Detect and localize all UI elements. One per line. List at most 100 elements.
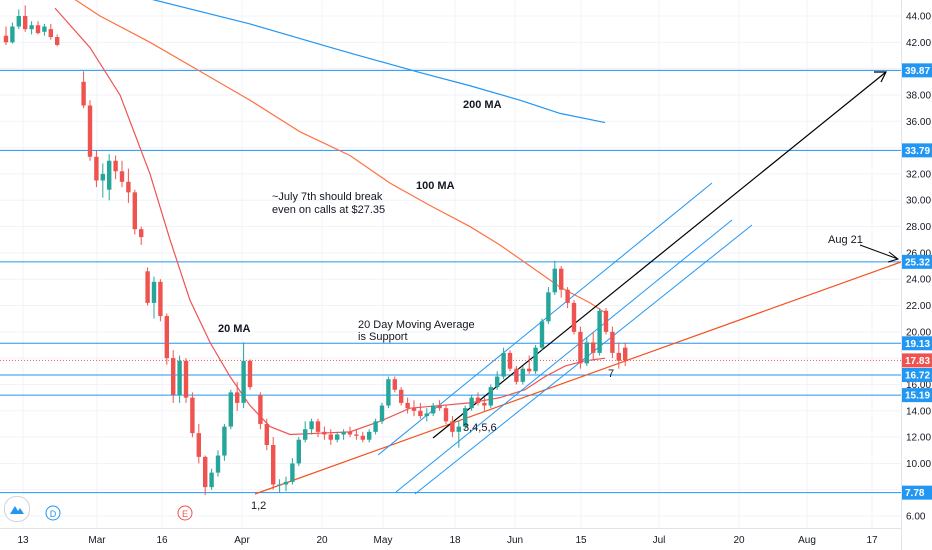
candle — [623, 342, 628, 367]
candle — [603, 308, 609, 335]
candle-body — [597, 310, 602, 353]
candle — [392, 376, 397, 393]
candle — [443, 405, 449, 424]
candle — [584, 337, 589, 367]
candle — [235, 381, 240, 411]
candle-body — [591, 342, 596, 353]
y-tick-label: 24.00 — [906, 275, 931, 286]
candle-body — [164, 316, 169, 359]
candle — [29, 21, 34, 35]
candle — [315, 418, 321, 438]
candle-body — [35, 25, 41, 34]
candle-body — [3, 35, 9, 43]
event-markers[interactable]: D E — [45, 505, 193, 521]
earnings-marker[interactable] — [177, 505, 193, 521]
candle — [171, 350, 176, 403]
candle-body — [431, 405, 436, 414]
candle-body — [258, 395, 263, 424]
candle — [501, 347, 506, 380]
candle-body — [235, 392, 240, 403]
candle-body — [309, 421, 314, 430]
candle — [456, 421, 461, 448]
candle — [507, 350, 513, 372]
candle — [418, 402, 423, 419]
candle — [87, 100, 93, 161]
candle — [258, 392, 263, 430]
y-tick-label: 36.00 — [906, 117, 931, 128]
candle — [424, 408, 429, 422]
candle-body — [392, 379, 397, 390]
candle — [183, 358, 189, 403]
candle — [386, 376, 391, 409]
candle — [113, 155, 118, 180]
candle — [328, 429, 333, 446]
aug21-arrow-head — [887, 251, 900, 263]
candle-body — [290, 463, 295, 482]
candle-body — [107, 160, 112, 190]
candle — [277, 479, 282, 493]
current-price-badge — [901, 353, 932, 368]
candle-body — [584, 342, 589, 364]
price-level-badge — [901, 388, 932, 403]
current-price-badge-label: 17.83 — [905, 356, 930, 367]
tradingview-logo-icon[interactable] — [4, 496, 30, 522]
candle-body — [228, 392, 233, 427]
candle-body — [48, 29, 53, 38]
candle — [469, 395, 474, 411]
candle-body — [94, 156, 99, 181]
candle-body — [475, 397, 481, 403]
support-note-line1: 20 Day Moving Average — [358, 319, 475, 331]
channel-line-lower — [414, 224, 753, 495]
candle-body — [139, 229, 144, 238]
y-tick-label: 6.00 — [906, 512, 926, 523]
candle-body — [437, 405, 442, 409]
candlesticks — [3, 5, 628, 496]
projection-arrow-head — [874, 71, 887, 83]
candle-body — [514, 368, 519, 382]
candle — [55, 34, 60, 47]
candle — [119, 160, 125, 188]
candle — [533, 345, 538, 374]
candle — [247, 359, 253, 390]
candle — [10, 22, 15, 44]
x-tick-label: Apr — [234, 535, 250, 546]
x-tick-label: 15 — [575, 535, 587, 546]
candle-body — [55, 37, 60, 45]
candle-body — [335, 434, 340, 440]
candle — [539, 318, 545, 351]
candle — [322, 426, 327, 440]
dividend-marker[interactable] — [45, 505, 61, 521]
candle-body — [209, 472, 214, 488]
candle-body — [264, 423, 269, 446]
candle-body — [16, 16, 21, 27]
x-tick-label: 18 — [449, 535, 461, 546]
candle-body — [405, 402, 410, 409]
candle-body — [215, 455, 221, 473]
x-tick-label: 20 — [316, 535, 328, 546]
candle — [139, 226, 144, 245]
price-level-badge — [901, 336, 932, 351]
candle-body — [354, 434, 359, 436]
candle — [209, 468, 214, 490]
candle — [3, 26, 9, 45]
candle — [100, 163, 105, 198]
candle-body — [132, 192, 137, 230]
ma200-line — [151, 0, 606, 124]
candle-body — [578, 331, 583, 364]
x-tick-label: Jul — [653, 535, 666, 546]
horizontal-price-levels — [0, 69, 901, 494]
candle — [597, 308, 602, 356]
candle — [591, 331, 596, 361]
time-axis[interactable]: 13 Mar 16 Apr 20 May 18 Jun 15 Jul 20 Aug 17 — [17, 535, 878, 546]
july-note-line1: ~July 7th should break — [272, 191, 383, 203]
candle-body — [450, 421, 455, 432]
candle — [488, 384, 493, 409]
price-level-badges: 39.87 33.79 25.32 19.13 16.72 15.19 7.78 17.83 — [901, 63, 932, 500]
support-note-line2: is Support — [358, 331, 408, 343]
candle-body — [571, 302, 577, 332]
candle-body — [367, 431, 372, 440]
candle — [35, 21, 41, 35]
candle — [367, 429, 372, 443]
x-tick-label: May — [374, 535, 393, 546]
